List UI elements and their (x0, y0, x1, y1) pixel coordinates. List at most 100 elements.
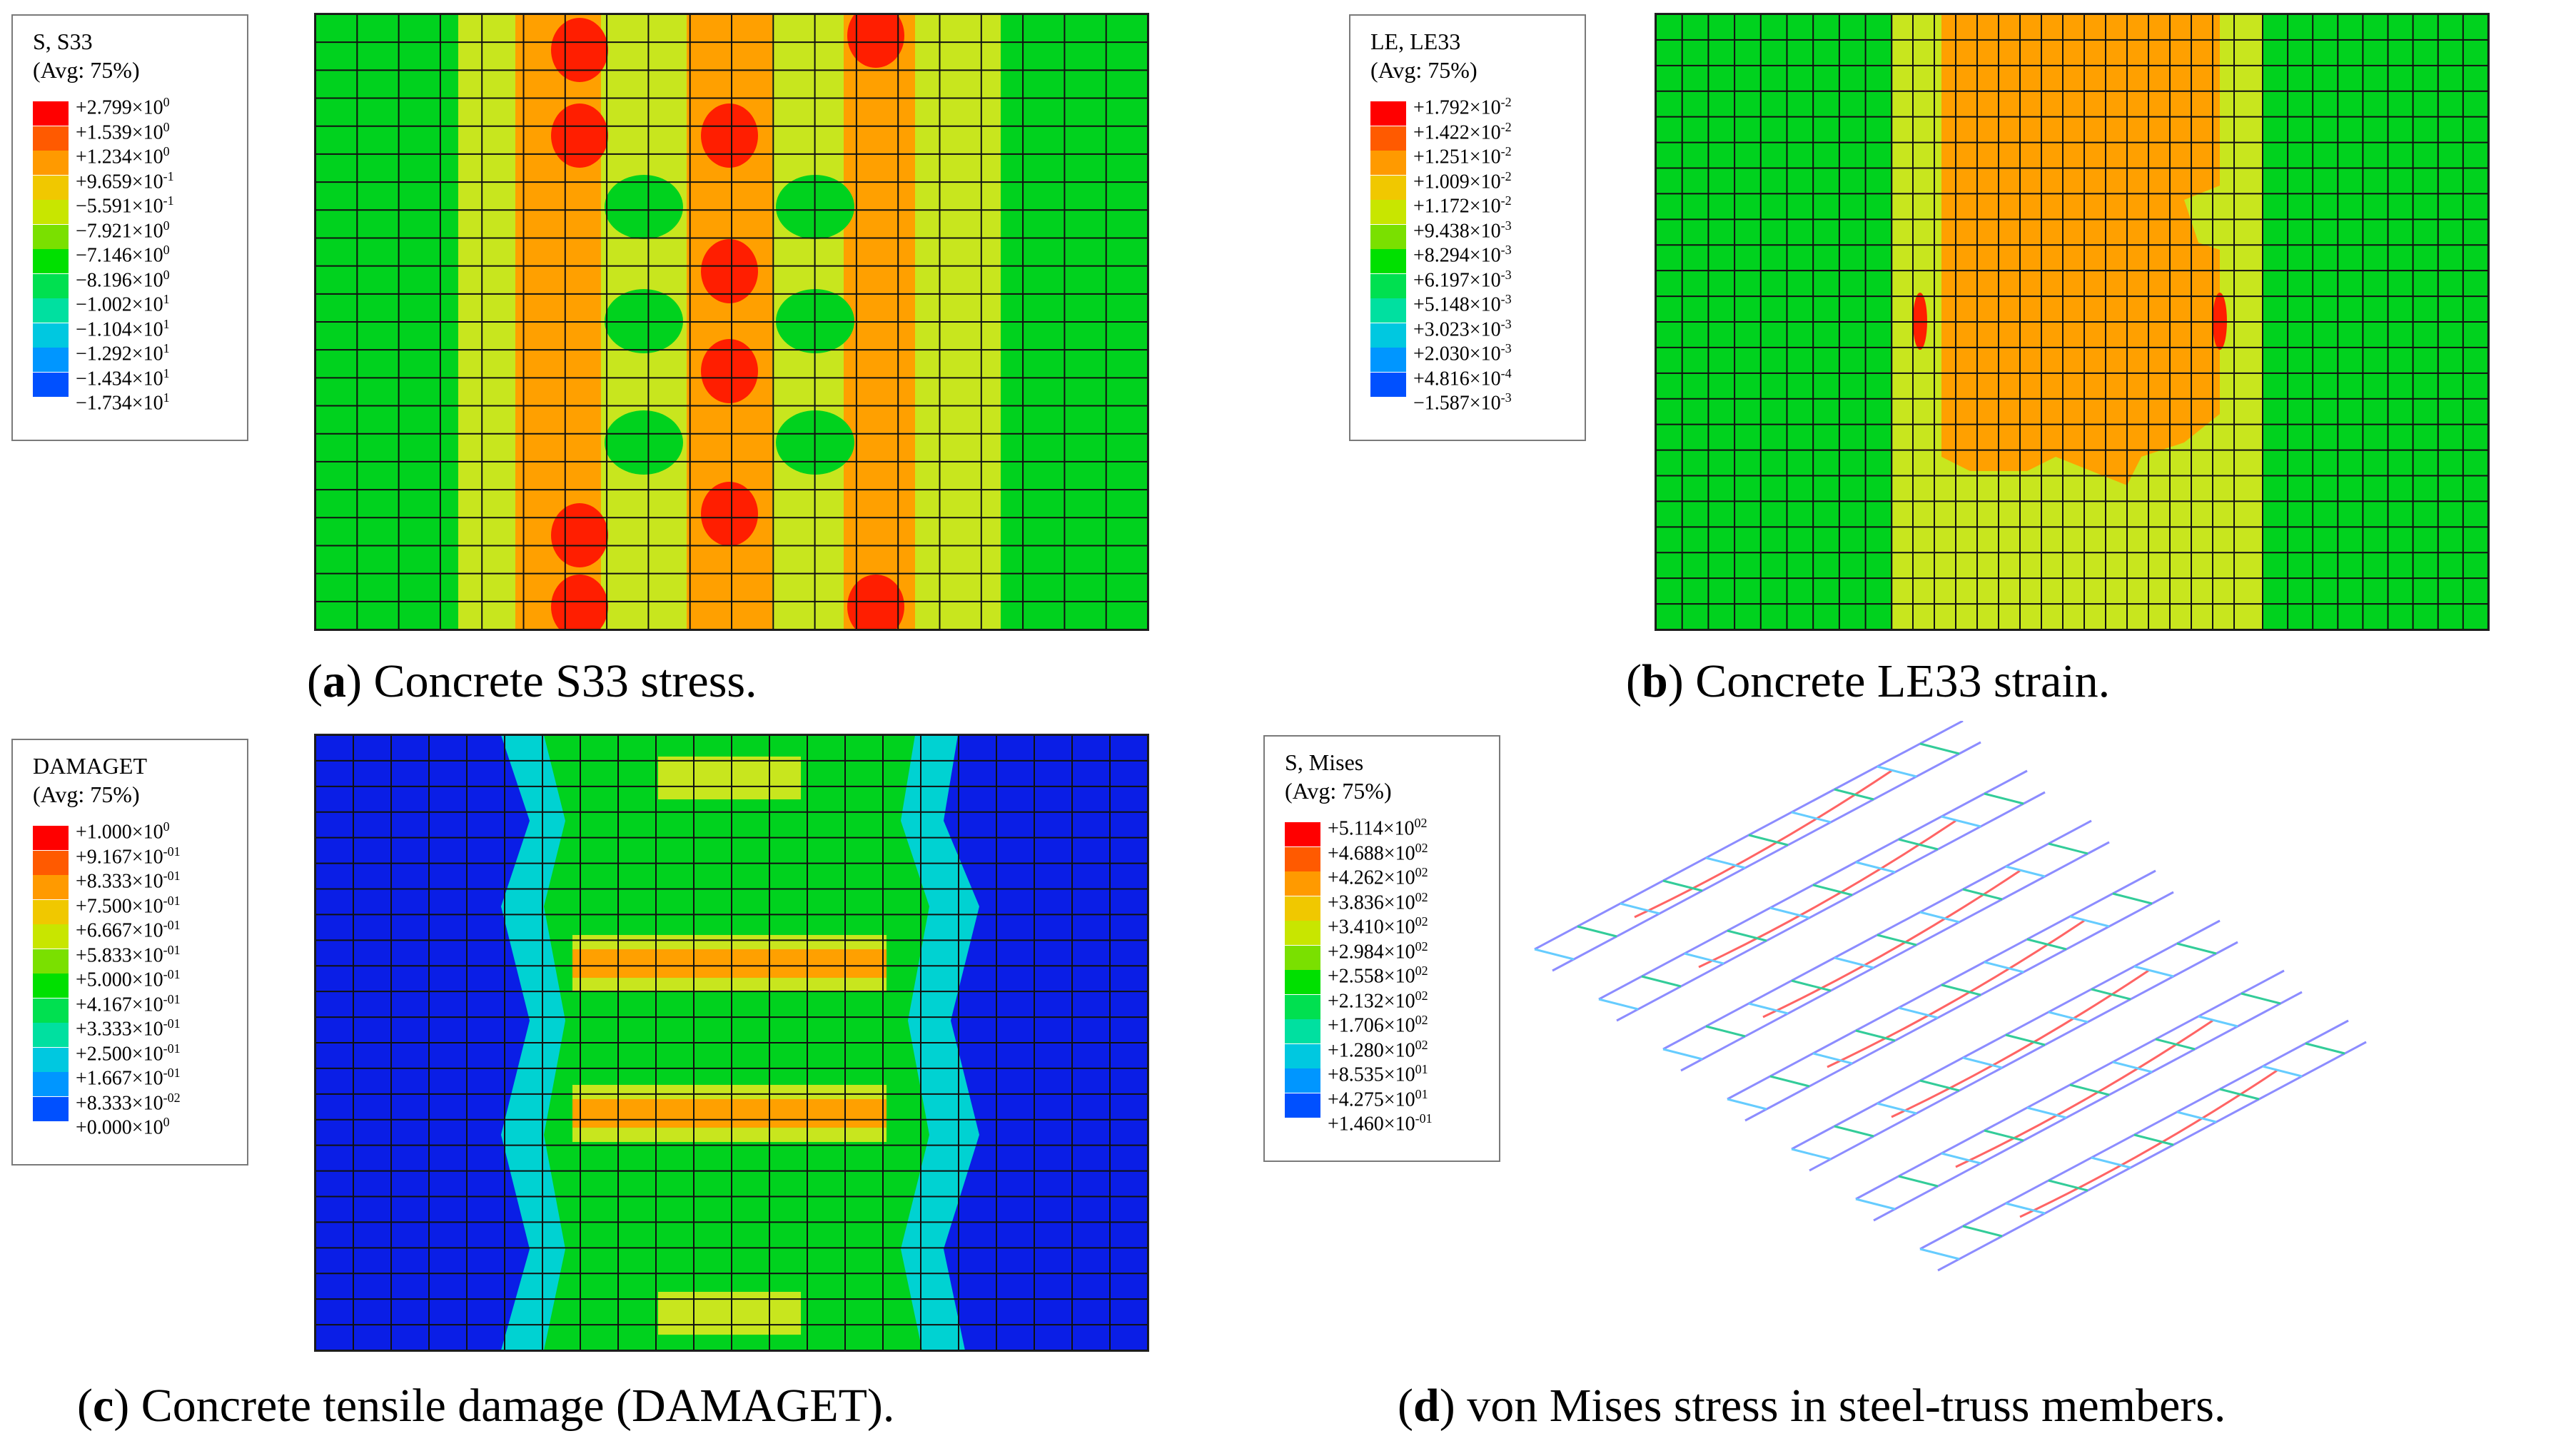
legend-swatch (1285, 994, 1320, 1019)
truss-curved-chord (1827, 919, 2085, 1068)
legend-swatch (33, 1096, 69, 1121)
legend-label: −1.002×101 (76, 292, 170, 316)
truss-diagonal (1898, 1006, 1939, 1019)
truss-member (1919, 1019, 2367, 1272)
contour-hotspot (551, 103, 608, 168)
legend-label: +4.816×10-4 (1413, 365, 1512, 390)
truss-diagonal (1748, 1002, 1789, 1015)
legend-swatch (33, 826, 69, 850)
truss-diagonal (2005, 865, 2046, 878)
legend-label: +4.688×1002 (1328, 840, 1428, 864)
truss-bottom-chord (1680, 841, 2110, 1072)
truss-diagonal (1791, 811, 1832, 824)
truss-diagonal (1919, 911, 1960, 924)
truss-diagonal (2176, 942, 2217, 955)
truss-diagonal (2262, 1065, 2303, 1078)
truss-diagonal (2048, 1179, 2088, 1192)
legend-label: +3.023×10-3 (1413, 316, 1512, 340)
legend-swatch (1370, 348, 1406, 372)
legend-label: +8.535×1001 (1328, 1062, 1428, 1086)
legend-label: +5.833×10-01 (76, 942, 181, 966)
legend-s33: S, S33 (Avg: 75%) +2.799×100 +1.539×100 +1.2… (11, 14, 248, 441)
legend-label: −1.587×10-3 (1413, 390, 1512, 415)
legend-label: +3.410×1002 (1328, 914, 1428, 939)
legend-swatch (33, 273, 69, 298)
truss-diagonal (1791, 979, 1832, 992)
truss-diagonal (2305, 1042, 2345, 1055)
truss-diagonal (2048, 1011, 2088, 1023)
truss-curved-chord (1955, 1019, 2213, 1168)
legend-swatch (33, 924, 69, 949)
legend-label: +3.333×10-01 (76, 1016, 181, 1041)
contour-hotspot (551, 503, 608, 567)
legend-label: −1.292×101 (76, 341, 170, 365)
truss-diagonal (1941, 984, 1981, 996)
truss-diagonal (2026, 938, 2067, 951)
truss-diagonal (1662, 879, 1703, 892)
contour-hotspot (847, 14, 904, 68)
contour-island (605, 410, 683, 475)
truss-diagonal (1727, 929, 1767, 942)
truss-diagonal (2112, 1061, 2153, 1073)
legend-title-line: (Avg: 75%) (1370, 57, 1478, 83)
truss-diagonal (1577, 925, 1617, 938)
truss-diagonal (1898, 838, 1939, 851)
legend-label: +8.333×10-02 (76, 1090, 181, 1114)
legend-label: +2.500×10-01 (76, 1041, 181, 1065)
legend-title-line: DAMAGET (33, 753, 147, 779)
truss-member (1791, 919, 2238, 1172)
truss-diagonal (1984, 792, 2024, 805)
legend-swatch (1370, 273, 1406, 298)
truss-diagonal (2198, 1015, 2238, 1028)
truss-diagonal (2155, 1038, 2196, 1051)
legend-label: +1.706×1002 (1328, 1013, 1428, 1037)
legend-swatch (1285, 896, 1320, 921)
legend-label: −5.591×10-1 (76, 193, 174, 218)
truss-diagonal (1812, 1052, 1853, 1065)
truss-diagonal (1941, 1152, 1981, 1165)
truss-diagonal (1855, 1198, 1896, 1210)
legend-swatch (1285, 822, 1320, 846)
truss-diagonal (1919, 1248, 1960, 1260)
legend-label: +2.984×1002 (1328, 939, 1428, 963)
truss-diagonal (1748, 834, 1789, 846)
legend-label: +2.132×1002 (1328, 988, 1428, 1012)
truss-diagonal (2219, 1088, 2260, 1101)
caption-c: (c) Concrete tensile damage (DAMAGET). (77, 1380, 895, 1432)
truss-diagonal (1705, 856, 1746, 869)
contour-band-orange (572, 1099, 887, 1128)
legend-label: +1.172×10-2 (1413, 193, 1512, 218)
truss-diagonal (1898, 1175, 1939, 1188)
legend-label: +5.114×1002 (1328, 816, 1428, 840)
truss-member (1598, 769, 2046, 1022)
legend-damaget: DAMAGET (Avg: 75%) +1.000×100 +9.167×10-01 +… (11, 739, 248, 1166)
legend-swatch (1370, 101, 1406, 126)
legend-swatch (1285, 1019, 1320, 1043)
truss-diagonal (1834, 956, 1874, 969)
mesh-grid (1656, 14, 2488, 630)
truss-diagonal (1919, 742, 1960, 755)
legend-label: +0.000×100 (76, 1115, 170, 1139)
truss-diagonal (1620, 902, 1660, 915)
legend-swatch (33, 126, 69, 151)
legend-swatch (1285, 945, 1320, 970)
legend-swatch (33, 998, 69, 1023)
contour-plot-s33 (314, 13, 1149, 631)
legend-label: +1.539×100 (76, 119, 170, 143)
legend-label: +2.799×100 (76, 95, 170, 119)
contour-hotspot (701, 339, 758, 403)
truss-diagonal (2241, 992, 2281, 1005)
legend-title-line: S, Mises (1285, 749, 1364, 775)
truss-diagonal (1598, 998, 1639, 1011)
truss-bottom-chord (1809, 941, 2238, 1172)
legend-swatch (1285, 1043, 1320, 1068)
legend-swatch (1285, 871, 1320, 896)
legend-swatch (1285, 921, 1320, 945)
truss-diagonal (1684, 952, 1724, 965)
legend-label: +1.667×10-01 (76, 1066, 181, 1090)
legend-label: +5.000×10-01 (76, 967, 181, 991)
truss-diagonal (1641, 975, 1682, 988)
legend-swatch (33, 875, 69, 899)
contour-hotspot (701, 103, 758, 168)
legend-label: +8.294×10-3 (1413, 243, 1512, 267)
